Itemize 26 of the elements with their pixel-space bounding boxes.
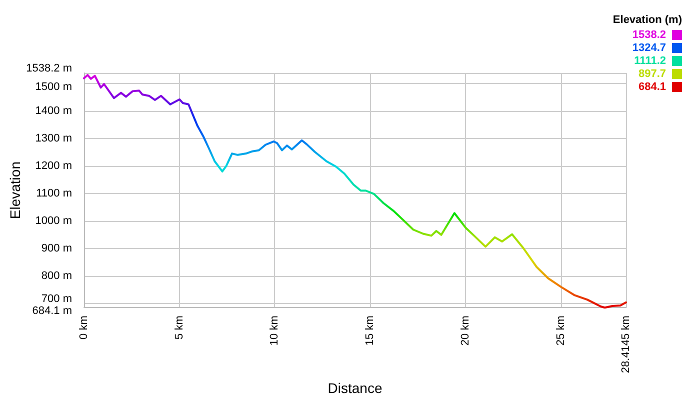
- y-tick-label: 1400 m: [35, 104, 72, 117]
- x-tick-label: 0 km: [78, 316, 90, 340]
- y-tick-label: 1300 m: [35, 132, 72, 144]
- color-bar-label: 1111.2: [634, 54, 666, 66]
- color-bar-label: 1538.2: [632, 28, 666, 40]
- y-tick-label: 684.1 m: [32, 305, 72, 318]
- y-tick-label: 700 m: [41, 292, 72, 305]
- y-tick-label: 1500 m: [35, 80, 72, 93]
- y-tick-label: 1100 m: [36, 187, 72, 200]
- x-tick-label: 5 km: [173, 316, 186, 340]
- x-tick-label: 20 km: [459, 316, 472, 346]
- x-tick-label: 28.4145 km: [620, 316, 632, 374]
- x-tick-label: 10 km: [268, 316, 281, 346]
- y-tick-label: 800 m: [41, 270, 72, 282]
- y-tick-label: 1538.2 m: [26, 62, 72, 74]
- color-bar-title: Elevation (m): [612, 14, 682, 26]
- color-bar-label: 897.7: [638, 68, 666, 80]
- color-bar-label: 1324.7: [632, 42, 666, 54]
- x-tick-label: 25 km: [554, 316, 567, 346]
- x-tick-label: 15 km: [364, 316, 376, 346]
- y-axis-title: Elevation: [7, 162, 23, 220]
- y-tick-label: 1200 m: [35, 160, 72, 172]
- x-axis-title: Distance: [328, 380, 382, 396]
- y-tick-label: 900 m: [41, 242, 72, 254]
- y-tick-label: 1000 m: [35, 214, 72, 227]
- color-bar-label: 684.1: [638, 80, 666, 92]
